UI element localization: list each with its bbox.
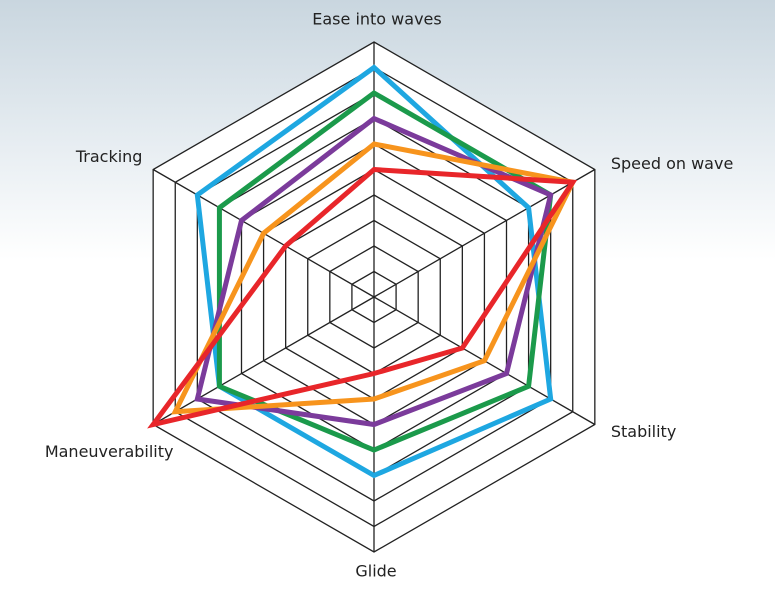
axis-label: Tracking xyxy=(75,147,143,166)
radar: Ease into waves Speed on wave Stability Gli… xyxy=(45,10,733,581)
series-line xyxy=(194,64,554,479)
spoke xyxy=(373,168,596,298)
series-line xyxy=(147,166,578,429)
axis-label: Speed on wave xyxy=(611,154,733,173)
axis-label: Maneuverability xyxy=(45,442,174,461)
series-line xyxy=(194,115,554,428)
axis-label: Stability xyxy=(611,422,676,441)
axis-label: Glide xyxy=(355,562,396,581)
axis-label: Ease into waves xyxy=(312,10,441,29)
spoke xyxy=(152,296,375,426)
